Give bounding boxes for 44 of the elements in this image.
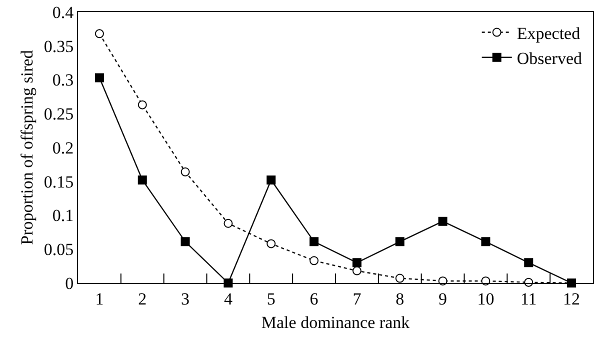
point <box>395 274 404 283</box>
point <box>180 167 190 176</box>
point <box>224 278 233 288</box>
x-tick-label: 8 <box>396 289 404 308</box>
point <box>224 218 233 228</box>
y-tick-label: 0.05 <box>44 240 74 260</box>
point <box>352 266 362 276</box>
y-tick-label: 0.4 <box>52 2 74 22</box>
point <box>138 100 147 110</box>
y-axis-title: Proportion of offspring sired <box>17 50 36 245</box>
x-tick-label: 4 <box>224 289 233 308</box>
legend-label: Observed <box>516 48 582 68</box>
point <box>266 239 276 248</box>
point <box>266 176 276 185</box>
x-tick-label: 3 <box>181 289 190 308</box>
point <box>94 73 104 82</box>
y-tick-label: 0.1 <box>52 206 74 226</box>
y-tick-label: 0.15 <box>44 172 74 192</box>
x-tick-label: 1 <box>95 289 104 308</box>
x-tick-label: 9 <box>438 289 448 308</box>
x-tick-label: 12 <box>563 289 580 308</box>
legend-label: Expected <box>516 24 581 43</box>
point <box>524 258 534 268</box>
x-tick-label: 11 <box>520 289 537 308</box>
y-tick-label: 0.3 <box>52 70 74 90</box>
point <box>352 258 362 268</box>
y-tick-label: 0.2 <box>52 138 74 158</box>
x-tick-label: 10 <box>477 289 494 308</box>
x-tick-label: 7 <box>352 289 362 308</box>
y-tick-label: 0.25 <box>44 104 74 124</box>
point <box>310 237 319 246</box>
point <box>138 176 147 185</box>
point <box>481 237 490 246</box>
x-tick-label: 5 <box>266 289 276 308</box>
point <box>395 237 404 246</box>
point <box>94 29 104 38</box>
x-tick-label: 6 <box>310 289 318 308</box>
x-axis-title: Male dominance rank <box>261 312 410 332</box>
point <box>310 256 319 266</box>
point <box>180 237 190 246</box>
y-tick-label: 0 <box>65 274 74 293</box>
point <box>438 216 448 226</box>
y-tick-label: 0.35 <box>44 36 74 56</box>
x-tick-label: 2 <box>138 289 147 308</box>
